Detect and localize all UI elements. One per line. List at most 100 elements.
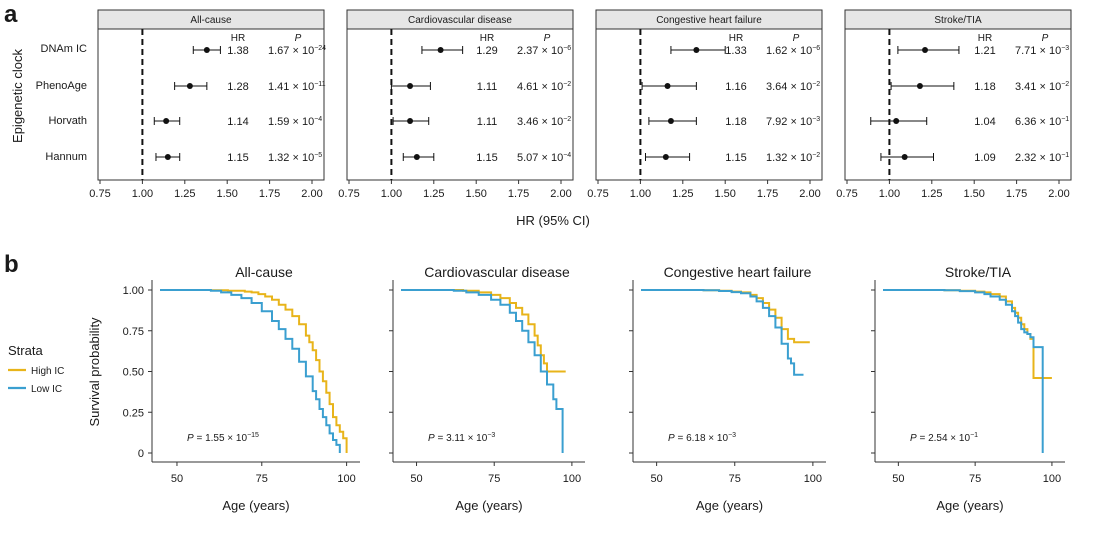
- forest-x-tick-label: 1.00: [381, 188, 402, 200]
- p-value: 3.46 × 10−2: [517, 116, 571, 128]
- hr-point: [413, 154, 420, 160]
- survival-title: Stroke/TIA: [945, 264, 1012, 280]
- p-value: 1.32 × 10−5: [268, 152, 322, 164]
- survival-x-axis-label: Age (years): [936, 498, 1003, 513]
- forest-col-hr: HR: [729, 33, 743, 44]
- forest-col-hr: HR: [231, 33, 245, 44]
- hr-value: 1.38: [227, 45, 248, 57]
- forest-x-tick-label: 1.25: [672, 188, 693, 200]
- forest-x-tick-label: 1.50: [216, 188, 237, 200]
- survival-x-tick-label: 50: [651, 473, 663, 485]
- forest-row-dnam-ic: 1.29 2.37 × 10−6: [421, 45, 571, 57]
- forest-row-phenoage: 1.11 4.61 × 10−2: [390, 81, 571, 93]
- forest-row-horvath: 1.14 1.59 × 10−4: [153, 116, 322, 128]
- survival-x-tick-label: 75: [488, 473, 500, 485]
- legend-high-ic-label: High IC: [31, 366, 64, 377]
- forest-congestive-heart-failure: Congestive heart failure 0.75 1.00 1.25 1.50…: [587, 9, 823, 200]
- survival-title: Cardiovascular disease: [424, 264, 570, 280]
- panel-b-letter: b: [4, 251, 19, 278]
- survival-y-axis-label: Survival probability: [87, 317, 102, 427]
- hr-point: [664, 83, 671, 89]
- survival-p-value: P = 3.11 × 10−3: [428, 432, 495, 444]
- hr-point: [893, 118, 900, 124]
- forest-x-tick-label: 1.50: [465, 188, 486, 200]
- survival-x-axis-label: Age (years): [696, 498, 763, 513]
- forest-x-tick-label: 0.75: [836, 188, 857, 200]
- p-value: 6.36 × 10−1: [1015, 116, 1069, 128]
- hr-value: 1.29: [476, 45, 497, 57]
- survival-curve-low-ic: [883, 289, 1044, 453]
- row-label-hannum: Hannum: [45, 151, 87, 163]
- row-label-phenoage: PhenoAge: [36, 80, 87, 92]
- hr-point: [667, 118, 674, 124]
- forest-col-p: P: [793, 33, 800, 44]
- hr-point: [407, 83, 414, 89]
- forest-x-tick-label: 1.25: [174, 188, 195, 200]
- forest-x-tick-label: 1.75: [508, 188, 529, 200]
- hr-point: [407, 118, 414, 124]
- hr-value: 1.04: [974, 116, 995, 128]
- panel-a-letter: a: [4, 1, 18, 28]
- forest-row-dnam-ic: 1.38 1.67 × 10−24: [192, 45, 326, 57]
- survival-x-tick-label: 50: [171, 473, 183, 485]
- survival-y-tick-label: 0.75: [123, 326, 144, 338]
- hr-value: 1.11: [477, 116, 498, 128]
- survival-x-tick-label: 50: [892, 473, 904, 485]
- forest-x-tick-label: 2.00: [301, 188, 322, 200]
- forest-y-axis-label: Epigenetic clock: [10, 49, 25, 143]
- hr-value: 1.11: [477, 81, 498, 93]
- row-label-dnam-ic: DNAm IC: [41, 43, 88, 55]
- forest-col-hr: HR: [480, 33, 494, 44]
- survival-x-axis-label: Age (years): [222, 498, 289, 513]
- forest-x-tick-label: 2.00: [1048, 188, 1069, 200]
- hr-value: 1.15: [227, 152, 248, 164]
- hr-value: 1.18: [725, 116, 746, 128]
- forest-row-phenoage: 1.18 3.41 × 10−2: [890, 81, 1069, 93]
- forest-col-p: P: [544, 33, 551, 44]
- forest-row-phenoage: 1.16 3.64 × 10−2: [641, 81, 820, 93]
- p-value: 3.41 × 10−2: [1015, 81, 1069, 93]
- forest-x-tick-label: 1.00: [630, 188, 651, 200]
- p-value: 4.61 × 10−2: [517, 81, 571, 93]
- survival-cardiovascular-disease: Cardiovascular disease 50 75 100 Age (years)…: [389, 264, 585, 513]
- survival-y-tick-label: 0.25: [123, 407, 144, 419]
- forest-x-tick-label: 1.75: [757, 188, 778, 200]
- p-value: 1.62 × 10−6: [766, 45, 820, 57]
- survival-p-value: P = 1.55 × 10−15: [187, 432, 259, 444]
- survival-y-tick-label: 0: [138, 448, 144, 460]
- survival-x-tick-label: 50: [410, 473, 422, 485]
- forest-row-phenoage: 1.28 1.41 × 10−11: [174, 81, 326, 93]
- p-value: 1.41 × 10−11: [268, 81, 326, 93]
- forest-frame: [595, 28, 823, 181]
- survival-x-tick-label: 100: [804, 473, 822, 485]
- hr-value: 1.33: [725, 45, 746, 57]
- survival-p-value: P = 2.54 × 10−1: [910, 432, 978, 444]
- survival-x-tick-label: 75: [969, 473, 981, 485]
- forest-x-tick-label: 1.25: [423, 188, 444, 200]
- survival-p-value: P = 6.18 × 10−3: [668, 432, 736, 444]
- hr-point: [922, 47, 929, 53]
- forest-frame: [844, 28, 1072, 181]
- hr-point: [662, 154, 669, 160]
- p-value: 3.64 × 10−2: [766, 81, 820, 93]
- forest-title: Cardiovascular disease: [408, 15, 512, 26]
- forest-row-horvath: 1.18 7.92 × 10−3: [648, 116, 820, 128]
- forest-row-horvath: 1.11 3.46 × 10−2: [392, 116, 571, 128]
- survival-x-tick-label: 100: [563, 473, 581, 485]
- forest-col-hr: HR: [978, 33, 992, 44]
- hr-value: 1.28: [227, 81, 248, 93]
- forest-title: Stroke/TIA: [934, 15, 982, 26]
- forest-x-tick-label: 1.00: [132, 188, 153, 200]
- forest-col-p: P: [1042, 33, 1049, 44]
- forest-row-hannum: 1.15 5.07 × 10−4: [402, 152, 571, 164]
- forest-title: All-cause: [190, 15, 232, 26]
- forest-cardiovascular-disease: Cardiovascular disease 0.75 1.00 1.25 1.50 1.…: [338, 9, 574, 200]
- forest-x-tick-label: 0.75: [587, 188, 608, 200]
- forest-x-tick-label: 0.75: [89, 188, 110, 200]
- survival-title: Congestive heart failure: [664, 264, 812, 280]
- survival-y-tick-label: 1.00: [123, 285, 144, 297]
- forest-x-axis-label: HR (95% CI): [516, 213, 590, 228]
- forest-row-hannum: 1.15 1.32 × 10−5: [155, 152, 322, 164]
- hr-point: [164, 154, 171, 160]
